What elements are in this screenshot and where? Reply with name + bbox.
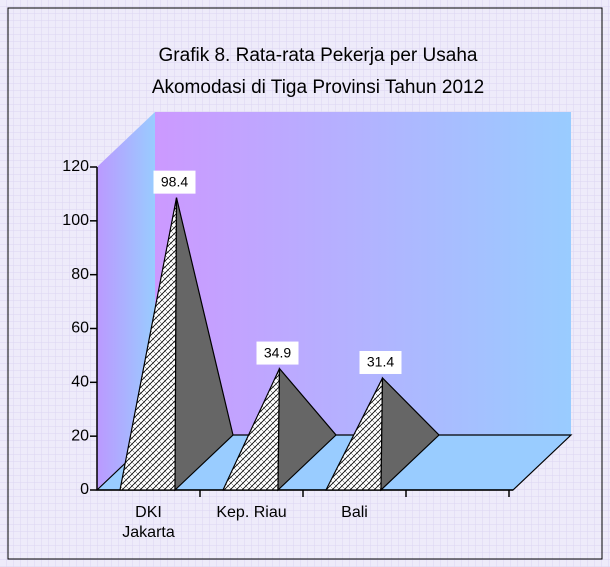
pyramid-side — [277, 366, 337, 492]
pyramid — [222, 366, 337, 492]
value-label: 31.4 — [367, 354, 394, 370]
x-tick-label: Kep. Riau — [216, 504, 287, 521]
pyramid-side — [380, 376, 440, 492]
y-tick-label: 20 — [71, 427, 89, 444]
value-label: 98.4 — [161, 173, 188, 189]
pyramid — [119, 197, 234, 492]
value-label-box — [256, 341, 299, 365]
value-label: 34.9 — [264, 344, 291, 360]
pyramid — [325, 376, 440, 492]
y-tick-label: 80 — [71, 266, 89, 283]
x-tick-label: DKI Jakarta — [122, 504, 175, 541]
chart-title: Akomodasi di Tiga Provinsi Tahun 2012 — [152, 77, 484, 98]
value-label-box — [153, 170, 196, 194]
y-tick-label: 40 — [71, 374, 89, 391]
x-tick-label: Bali — [341, 504, 368, 521]
y-tick-label: 60 — [71, 320, 89, 337]
chart-title: Grafik 8. Rata-rata Pekerja per Usaha — [159, 45, 478, 66]
value-label-box — [359, 350, 402, 374]
y-tick-label: 0 — [80, 481, 89, 498]
y-tick-label: 120 — [62, 158, 89, 175]
y-tick-label: 100 — [62, 212, 89, 229]
frame — [7, 7, 603, 560]
pyramid-side — [174, 197, 234, 492]
